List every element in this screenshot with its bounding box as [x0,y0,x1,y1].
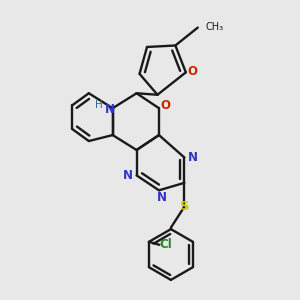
Text: O: O [188,65,197,78]
Text: N: N [123,169,133,182]
Text: O: O [160,99,170,112]
Text: S: S [180,200,190,213]
Text: H: H [95,100,103,110]
Text: CH₃: CH₃ [205,22,224,32]
Text: N: N [188,151,198,164]
Text: N: N [157,191,167,204]
Text: N: N [105,103,115,116]
Text: Cl: Cl [159,238,172,251]
